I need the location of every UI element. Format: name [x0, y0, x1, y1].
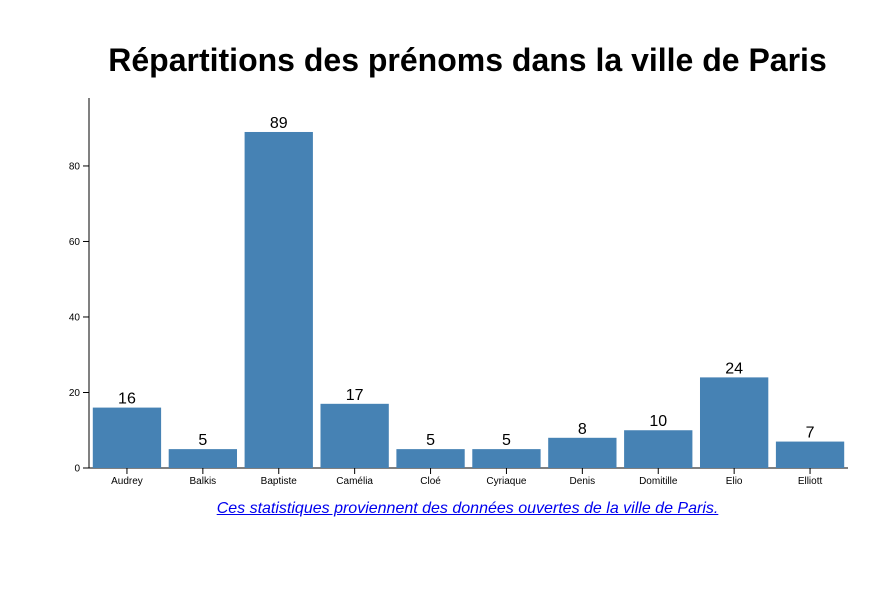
x-tick-label: Cloé	[420, 476, 441, 487]
bar-audrey[interactable]	[92, 407, 162, 468]
source-link[interactable]: Ces statistiques proviennent des données…	[216, 500, 719, 517]
x-tick-label: Elliott	[798, 476, 823, 487]
y-tick-label: 0	[74, 464, 80, 475]
data-label: 10	[649, 413, 667, 430]
bar-baptiste[interactable]	[244, 131, 313, 468]
bar-elliott[interactable]	[775, 441, 845, 468]
data-label: 5	[426, 432, 435, 449]
bar-domitille[interactable]	[624, 430, 693, 468]
bar-camélia[interactable]	[320, 403, 389, 468]
chart-title: Répartitions des prénoms dans la ville d…	[108, 42, 827, 78]
data-label: 7	[806, 425, 815, 442]
data-label: 5	[502, 432, 511, 449]
bars-group	[92, 131, 845, 468]
data-label: 89	[270, 115, 288, 132]
data-label: 5	[198, 432, 207, 449]
y-axis: 0 20 40 60 80	[69, 98, 90, 475]
bar-cyriaque[interactable]	[472, 449, 541, 468]
x-tick-label: Balkis	[190, 476, 217, 487]
data-label: 8	[578, 421, 587, 438]
y-tick-label: 60	[69, 237, 81, 248]
x-tick-label: Camélia	[336, 476, 373, 487]
x-tick-label: Elio	[726, 476, 743, 487]
data-label: 16	[118, 391, 136, 408]
x-tick-label: Domitille	[639, 476, 678, 487]
x-tick-label: Audrey	[111, 476, 143, 487]
y-tick-label: 40	[69, 312, 81, 323]
x-axis: Audrey Balkis Baptiste Camélia Cloé Cyriaque D…	[89, 467, 848, 487]
bar-denis[interactable]	[548, 437, 617, 468]
data-labels-group: 16 5 89 17 5 5 8 10 24 7	[118, 115, 815, 449]
bar-elio[interactable]	[699, 377, 769, 468]
y-tick-label: 20	[69, 388, 81, 399]
x-tick-label: Denis	[570, 476, 596, 487]
bar-cloé[interactable]	[396, 449, 465, 468]
x-tick-label: Baptiste	[261, 476, 298, 487]
data-label: 24	[725, 360, 743, 377]
x-tick-label: Cyriaque	[486, 476, 526, 487]
y-tick-label: 80	[69, 161, 81, 172]
bar-balkis[interactable]	[168, 449, 238, 468]
data-label: 17	[346, 387, 364, 404]
